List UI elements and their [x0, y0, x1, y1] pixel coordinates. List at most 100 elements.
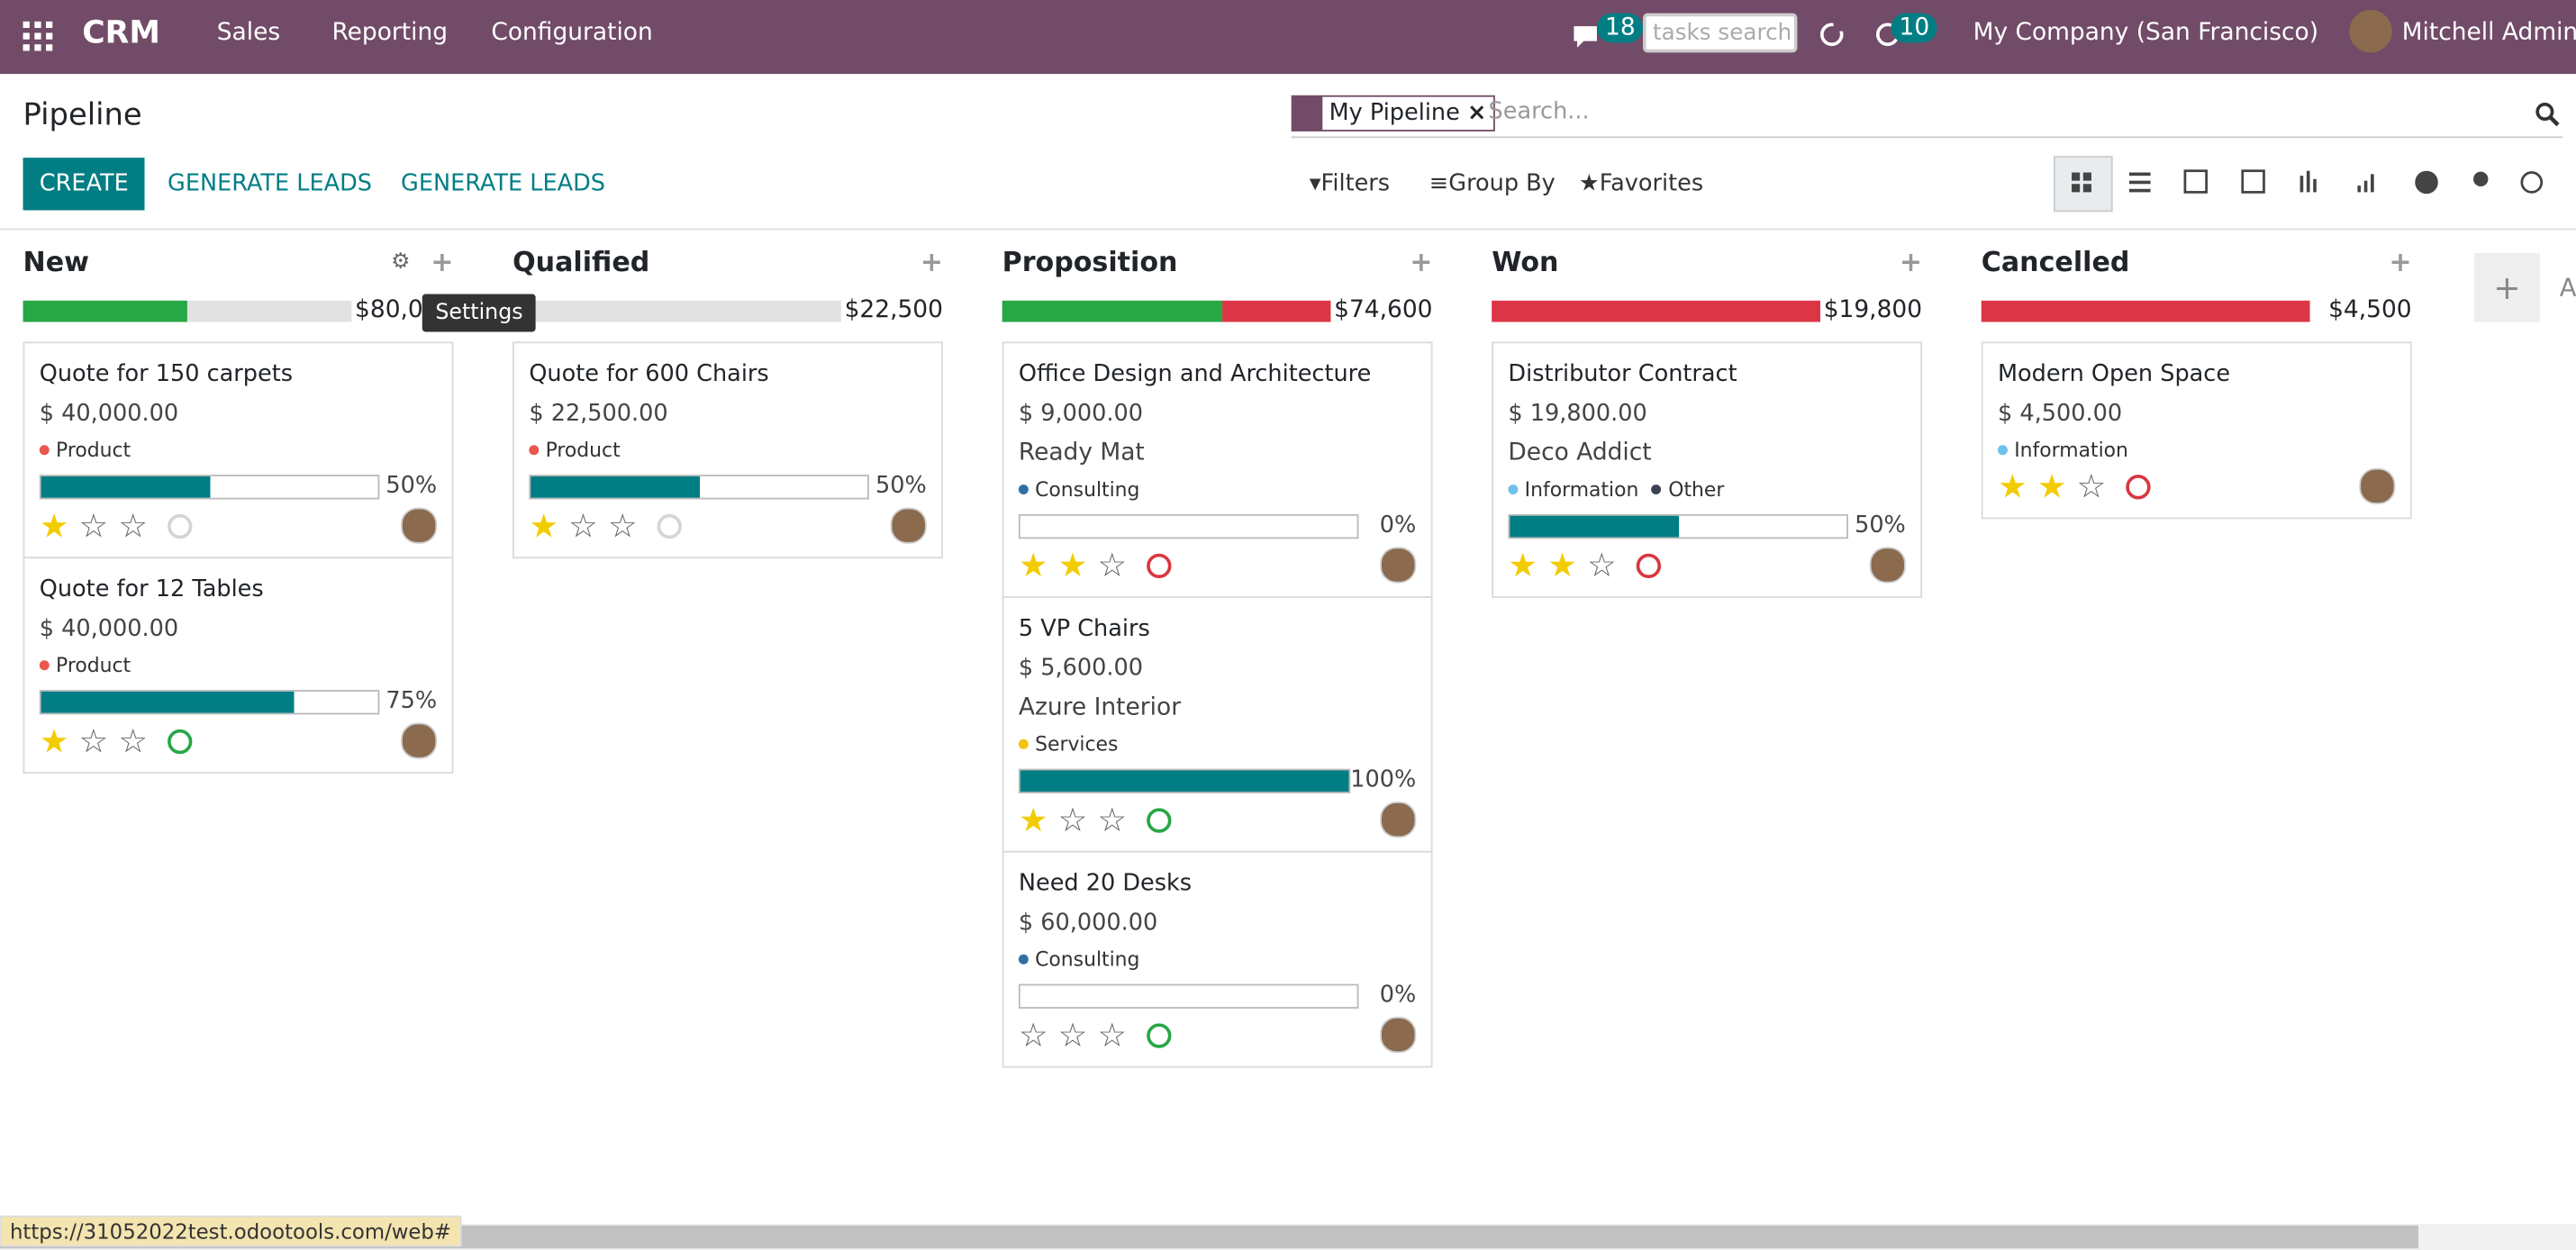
tag: Other [1651, 478, 1724, 501]
messages-icon[interactable] [1571, 23, 1601, 50]
tag: Consulting [1018, 478, 1139, 501]
activity-clock[interactable] [657, 513, 682, 539]
lead-card[interactable]: Quote for 12 Tables $ 40,000.00 Product 75%… [23, 557, 454, 774]
view-switcher [2072, 169, 2544, 195]
probability-row: 50% [1508, 506, 1906, 546]
menu-item[interactable]: Configuration [491, 19, 653, 47]
facet-icon [1291, 95, 1321, 131]
kanban-column: Won + $19,800 Distributor Contract $ 19,800.… [1492, 246, 1923, 598]
facet-remove[interactable]: × [1466, 100, 1487, 127]
column-quick-create[interactable]: + [1899, 246, 1923, 278]
priority-stars[interactable]: ★ ☆ ☆ [529, 506, 647, 546]
priority-stars[interactable]: ★ ☆ ☆ [40, 721, 158, 761]
messages-badge: 18 [1596, 13, 1644, 43]
create-button[interactable]: CREATE [23, 158, 145, 211]
lead-name: Quote for 150 carpets [39, 361, 294, 388]
tag-label: Consulting [1035, 947, 1140, 971]
star: ★ [39, 505, 69, 546]
probability-fill [41, 690, 295, 712]
lead-card[interactable]: Quote for 150 carpets $ 40,000.00 Product 5… [23, 341, 454, 559]
favorites-button[interactable]: ★Favorites [1578, 170, 1704, 197]
star: ☆ [607, 505, 638, 546]
probability-row: 0% [1018, 975, 1416, 1015]
activity-clock[interactable] [168, 728, 193, 754]
activity-clock[interactable] [1147, 807, 1172, 832]
search-input[interactable]: Search... [1488, 98, 1590, 125]
priority-stars[interactable]: ☆ ☆ ☆ [1019, 1015, 1137, 1055]
assignee-avatar [890, 507, 927, 544]
lead-amount: $ 60,000.00 [1018, 910, 1158, 937]
activities-badge: 10 [1891, 13, 1938, 43]
column-header: Proposition + [1002, 247, 1433, 286]
assignee-avatar [1380, 1017, 1417, 1054]
user-avatar[interactable] [2349, 9, 2392, 53]
kanban-view-button[interactable] [2054, 156, 2113, 213]
lead-name: Modern Open Space [1997, 361, 2231, 388]
activity-clock[interactable] [1147, 1022, 1172, 1047]
company-switcher[interactable]: My Company (San Francisco) [1973, 19, 2319, 47]
activity-clock[interactable] [1147, 552, 1172, 578]
column-progress [512, 299, 841, 322]
menu-item[interactable]: Reporting [331, 19, 449, 47]
column-progress [1981, 299, 2310, 322]
priority-stars[interactable]: ★ ☆ ☆ [1019, 800, 1137, 839]
app-name[interactable]: CRM [82, 14, 160, 51]
column-progress-segment [512, 299, 841, 322]
status-url: https://31052022test.odootools.com/web# [0, 1215, 461, 1247]
lead-customer: Deco Addict [1508, 439, 1652, 467]
probability-fill [41, 476, 210, 497]
tasks-search-input[interactable]: tasks search [1643, 13, 1798, 53]
navbar: CRM Sales Reporting Configuration 18 tas… [0, 0, 2576, 75]
lead-name: Distributor Contract [1508, 361, 1737, 388]
lead-card[interactable]: Distributor Contract $ 19,800.00 Deco Addi… [1492, 341, 1923, 598]
kanban-column: New ⚙ + $80,000 Quote for 150 carpets $ 40,00… [23, 246, 454, 774]
lead-amount: $ 4,500.00 [1997, 401, 2123, 428]
column-progress-segment [1981, 299, 2310, 322]
group-by-button[interactable]: ≡Group By [1429, 170, 1556, 197]
column-quick-create[interactable]: + [920, 246, 943, 278]
priority-stars[interactable]: ★ ★ ☆ [1508, 546, 1626, 585]
activity-clock[interactable] [1636, 552, 1662, 578]
search-icon[interactable] [2535, 102, 2561, 128]
priority-stars[interactable]: ★ ☆ ☆ [40, 506, 158, 546]
menu-item[interactable]: Sales [216, 19, 281, 47]
divider [0, 228, 2576, 231]
star: ★ [1547, 545, 1577, 585]
refresh-icon[interactable] [1819, 21, 1845, 48]
app-menu-icon[interactable] [23, 21, 53, 51]
lead-card[interactable]: Need 20 Desks $ 60,000.00 Consulting 0% ☆ ☆ ☆ [1002, 850, 1433, 1068]
add-column-label[interactable]: A [2559, 272, 2576, 303]
column-quick-create[interactable]: + [2389, 246, 2412, 278]
add-column-button[interactable]: + [2473, 252, 2540, 322]
column-settings[interactable]: ⚙ [391, 249, 411, 275]
assignee-avatar [401, 507, 438, 544]
generate-leads-button[interactable]: GENERATE LEADS [401, 170, 605, 197]
user-menu[interactable]: Mitchell Admin [2401, 19, 2576, 47]
tag-dot [1018, 485, 1029, 495]
activity-clock[interactable] [168, 513, 193, 539]
lead-card[interactable]: 5 VP Chairs $ 5,600.00 Azure Interior Servi… [1002, 596, 1433, 853]
priority-stars[interactable]: ★ ★ ☆ [1998, 466, 2116, 506]
card-list: Office Design and Architecture $ 9,000.00… [1002, 341, 1433, 1068]
search-facet[interactable]: My Pipeline × [1320, 95, 1495, 131]
star: ☆ [1586, 545, 1617, 585]
filters-button[interactable]: ▾Filters [1309, 170, 1391, 197]
generate-leads-button[interactable]: GENERATE LEADS [168, 170, 372, 197]
column-progress-segment [23, 299, 187, 322]
lead-card[interactable]: Modern Open Space $ 4,500.00 Information ★ ★… [1981, 341, 2412, 520]
tag-label: Information [1524, 477, 1639, 502]
lead-amount: $ 5,600.00 [1018, 655, 1143, 682]
lead-card[interactable]: Quote for 600 Chairs $ 22,500.00 Product 50… [512, 341, 943, 559]
lead-card[interactable]: Office Design and Architecture $ 9,000.00… [1002, 341, 1433, 598]
column-quick-create[interactable]: + [431, 246, 454, 278]
column-quick-create[interactable]: + [1410, 246, 1433, 278]
column-progress-row: $80,000 [23, 285, 453, 335]
probability-row: 75% [39, 682, 437, 721]
column-progress-row: $4,500 [1981, 285, 2412, 335]
priority-stars[interactable]: ★ ★ ☆ [1019, 546, 1137, 585]
tag-label: Services [1035, 732, 1119, 756]
card-list: Quote for 150 carpets $ 40,000.00 Product 5… [23, 341, 454, 774]
activity-clock[interactable] [2126, 474, 2151, 499]
tag: Information [1508, 477, 1639, 502]
